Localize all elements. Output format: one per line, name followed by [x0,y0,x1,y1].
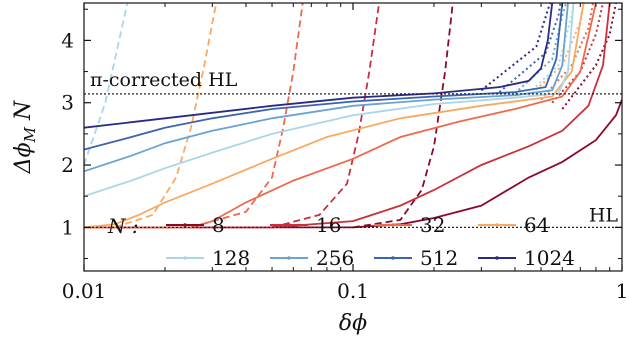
reference-label-pi-hl: π-corrected HL [90,69,238,91]
legend-marker-16 [287,223,291,227]
legend: N : 8 16 32 64 128 256 512 1024 [107,213,575,270]
x-axis-label: δϕ [339,311,367,336]
series-128-dashed-line [84,3,129,166]
series-32-dotted-line [540,3,594,101]
legend-item-64: 64 [478,213,549,237]
axes: 0.01 0.1 1 1 2 3 4 δϕ ΔϕM N [11,2,626,336]
legend-marker-512 [391,256,395,260]
series-256-solid-line [84,3,569,173]
x-tick-label-2: 1 [616,279,626,303]
y-axis-label-sub: M [21,126,39,143]
series-8-dotted-line [561,3,617,110]
series-512-dotted-line [498,3,562,93]
reference-label-hl: HL [589,204,619,226]
series-32-dashed-line [190,3,304,229]
series-32-solid-line [84,3,597,229]
y-axis-label: ΔϕM N [11,100,39,174]
series-64-solid-line [84,3,585,229]
legend-marker-32 [391,223,395,227]
legend-label-256: 256 [316,246,354,270]
series-8-dashed-line [352,3,454,229]
legend-marker-128 [183,256,187,260]
series-64 [84,3,585,229]
series-512 [84,3,564,151]
legend-title: N : [107,214,139,238]
legend-marker-256 [287,256,291,260]
legend-label-128: 128 [212,246,250,270]
series-1024-solid-line [84,3,554,129]
y-tick-label-2: 3 [61,91,74,115]
y-tick-label-1: 2 [61,153,74,177]
legend-item-16: 16 [270,213,341,237]
series-64-dashed-line [114,3,218,229]
series-512-solid-line [84,3,564,151]
series-16-solid-line [84,3,611,229]
series-1024-dotted-line [480,3,551,92]
series-1024 [84,3,554,129]
x-tick-label-1: 0.1 [337,279,369,303]
reference-lines: HL π-corrected HL [84,69,622,228]
series-16-dotted-line [551,3,604,104]
legend-marker-8 [183,223,187,227]
series-32 [84,3,597,229]
series-16 [84,3,611,229]
legend-item-128: 128 [166,246,250,270]
y-axis-label-tail: N [11,100,36,127]
legend-item-1024: 1024 [478,246,575,270]
legend-marker-1024 [495,256,499,260]
legend-label-512: 512 [420,246,458,270]
legend-marker-64 [495,223,499,227]
legend-item-32: 32 [374,213,445,237]
series-layer [84,3,622,229]
legend-label-64: 64 [524,213,549,237]
legend-item-8: 8 [166,213,225,237]
legend-label-32: 32 [420,213,445,237]
legend-item-512: 512 [374,246,458,270]
y-tick-label-0: 1 [61,215,74,239]
legend-item-256: 256 [270,246,354,270]
legend-label-16: 16 [316,213,341,237]
y-tick-label-3: 4 [61,28,74,52]
series-128-solid-line [84,3,575,198]
x-tick-label-0: 0.01 [62,279,107,303]
legend-label-1024: 1024 [524,246,575,270]
legend-label-8: 8 [212,213,225,237]
y-axis-label-main: Δϕ [11,142,36,174]
